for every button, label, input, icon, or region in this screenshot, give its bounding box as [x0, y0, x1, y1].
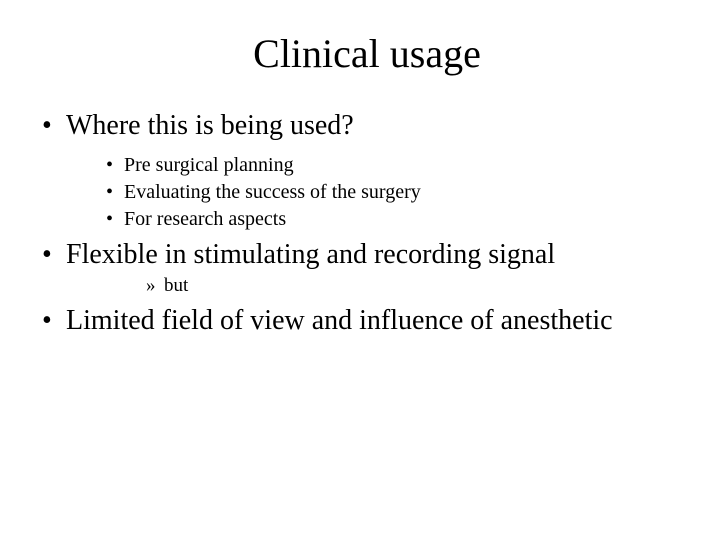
- bullet-item-1-2: Evaluating the success of the surgery: [124, 180, 692, 205]
- bullet-item-2-1: but: [164, 275, 692, 298]
- bullet-item-1-3: For research aspects: [124, 207, 692, 232]
- bullet-text: For research aspects: [124, 208, 286, 230]
- bullet-text: but: [164, 275, 188, 296]
- bullet-item-1-1: Pre surgical planning: [124, 153, 692, 178]
- bullet-text: Where this is being used?: [66, 110, 354, 141]
- bullet-list-level2: Pre surgical planning Evaluating the suc…: [66, 153, 692, 232]
- slide-container: Clinical usage Where this is being used?…: [0, 0, 720, 540]
- bullet-item-3: Limited field of view and influence of a…: [66, 304, 692, 338]
- bullet-list-level1: Where this is being used? Pre surgical p…: [42, 109, 692, 338]
- bullet-text: Pre surgical planning: [124, 154, 294, 176]
- bullet-text: Limited field of view and influence of a…: [66, 305, 613, 336]
- slide-title: Clinical usage: [42, 30, 692, 77]
- bullet-text: Flexible in stimulating and recording si…: [66, 239, 555, 270]
- bullet-list-level3: but: [66, 275, 692, 298]
- bullet-item-2: Flexible in stimulating and recording si…: [66, 238, 692, 298]
- bullet-item-1: Where this is being used? Pre surgical p…: [66, 109, 692, 232]
- bullet-text: Evaluating the success of the surgery: [124, 181, 421, 203]
